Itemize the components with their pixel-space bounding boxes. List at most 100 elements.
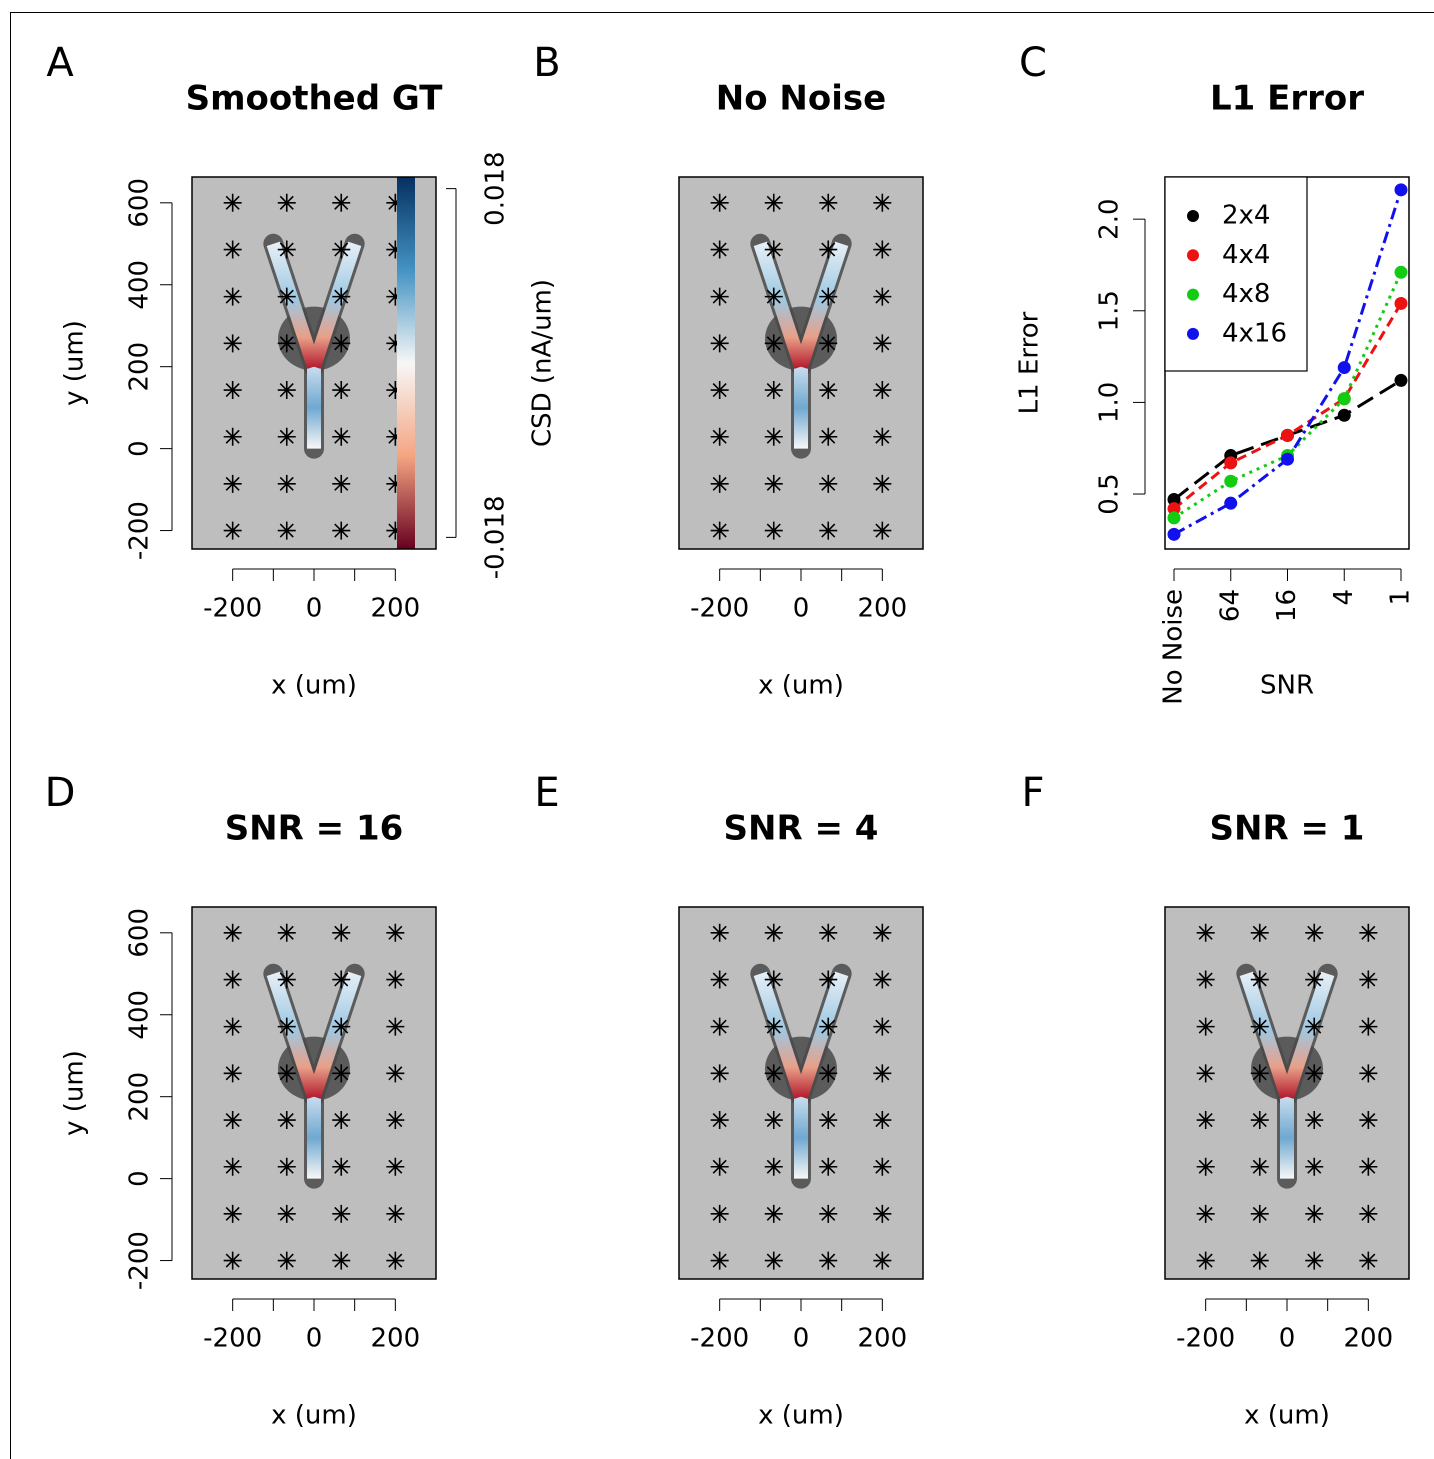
electrode <box>277 1111 296 1130</box>
electrode <box>873 923 892 942</box>
colorbar-label: CSD (nA/um) <box>528 279 558 447</box>
y-tick-label: 1.0 <box>1095 382 1125 423</box>
electrode <box>386 381 405 400</box>
y-tick-label: 1.5 <box>1095 290 1125 331</box>
electrode <box>873 427 892 446</box>
x-axis-label: x (um) <box>758 1401 844 1431</box>
electrode <box>386 923 405 942</box>
electrode <box>1196 1017 1215 1036</box>
panel-title: SNR = 4 <box>724 809 879 849</box>
panel-letter: B <box>533 40 560 86</box>
panel-title: Smoothed GT <box>186 79 444 119</box>
figure-border <box>10 12 1434 1459</box>
electrode <box>819 1111 838 1130</box>
electrode <box>1359 1017 1378 1036</box>
electrode <box>710 1157 729 1176</box>
electrode <box>332 1251 351 1270</box>
electrode <box>819 1204 838 1223</box>
electrode <box>710 1251 729 1270</box>
data-point <box>1281 428 1294 442</box>
electrode <box>332 287 351 306</box>
electrode <box>277 240 296 259</box>
electrode <box>386 1251 405 1270</box>
electrode <box>764 1017 783 1036</box>
electrode <box>386 1157 405 1176</box>
electrode <box>819 381 838 400</box>
y-tick-label: 0.5 <box>1095 473 1125 514</box>
electrode <box>819 521 838 540</box>
electrode <box>332 334 351 353</box>
electrode <box>1250 1251 1269 1270</box>
electrode <box>277 334 296 353</box>
electrode <box>1359 1251 1378 1270</box>
electrode <box>873 193 892 212</box>
electrode <box>277 1204 296 1223</box>
electrode <box>332 1204 351 1223</box>
neuron-branch <box>1280 971 1335 1099</box>
x-axis-label: x (um) <box>1244 1401 1330 1431</box>
electrode <box>223 287 242 306</box>
neuron-branch <box>1239 971 1294 1099</box>
x-tick-label: 200 <box>1344 1324 1394 1354</box>
electrode <box>764 1157 783 1176</box>
electrode <box>819 193 838 212</box>
electrode <box>764 970 783 989</box>
panel-letter: C <box>1019 40 1047 86</box>
x-tick-label: 0 <box>306 594 323 624</box>
electrode <box>223 1251 242 1270</box>
electrode <box>873 1157 892 1176</box>
legend-marker <box>1187 249 1199 262</box>
electrode <box>277 381 296 400</box>
electrode <box>223 923 242 942</box>
electrode <box>819 923 838 942</box>
electrode <box>386 1204 405 1223</box>
neuron-branch <box>307 366 321 449</box>
electrode <box>1196 1251 1215 1270</box>
electrode <box>710 923 729 942</box>
electrode <box>386 193 405 212</box>
y-tick-label: 400 <box>125 260 155 310</box>
plot-frame <box>678 176 924 550</box>
plot-frame <box>191 906 437 1280</box>
electrode <box>1196 1157 1215 1176</box>
electrode <box>386 1111 405 1130</box>
x-tick-label: 1 <box>1386 589 1416 606</box>
electrode <box>332 970 351 989</box>
electrode <box>1250 1111 1269 1130</box>
legend-marker <box>1187 327 1199 340</box>
y-tick-label: 200 <box>125 1072 155 1122</box>
electrode <box>277 474 296 493</box>
electrode <box>710 287 729 306</box>
electrode <box>1250 1157 1269 1176</box>
electrode <box>332 474 351 493</box>
electrode <box>223 427 242 446</box>
electrode <box>277 970 296 989</box>
electrode <box>819 970 838 989</box>
neuron-branch <box>794 366 808 449</box>
electrode <box>332 1064 351 1083</box>
colorbar-tick-label: -0.018 <box>481 495 511 579</box>
legend-label: 4x4 <box>1222 240 1270 270</box>
electrode <box>710 970 729 989</box>
x-tick-label: 0 <box>306 1324 323 1354</box>
electrode <box>1359 1157 1378 1176</box>
electrode <box>1196 1111 1215 1130</box>
electrode <box>386 334 405 353</box>
electrode <box>332 427 351 446</box>
electrode <box>223 1064 242 1083</box>
electrode <box>710 1064 729 1083</box>
electrode <box>223 334 242 353</box>
y-tick-label: 0 <box>125 1170 155 1187</box>
data-point <box>1281 452 1294 466</box>
electrode <box>873 970 892 989</box>
electrode <box>223 240 242 259</box>
panel-title: SNR = 1 <box>1210 809 1365 849</box>
data-point <box>1224 474 1238 488</box>
data-point <box>1394 265 1408 279</box>
colorbar-tick-label: 0.018 <box>481 151 511 225</box>
electrode <box>223 474 242 493</box>
plot-frame <box>1164 906 1410 1280</box>
panel-title: No Noise <box>716 79 886 119</box>
neuron-branch <box>307 241 362 369</box>
